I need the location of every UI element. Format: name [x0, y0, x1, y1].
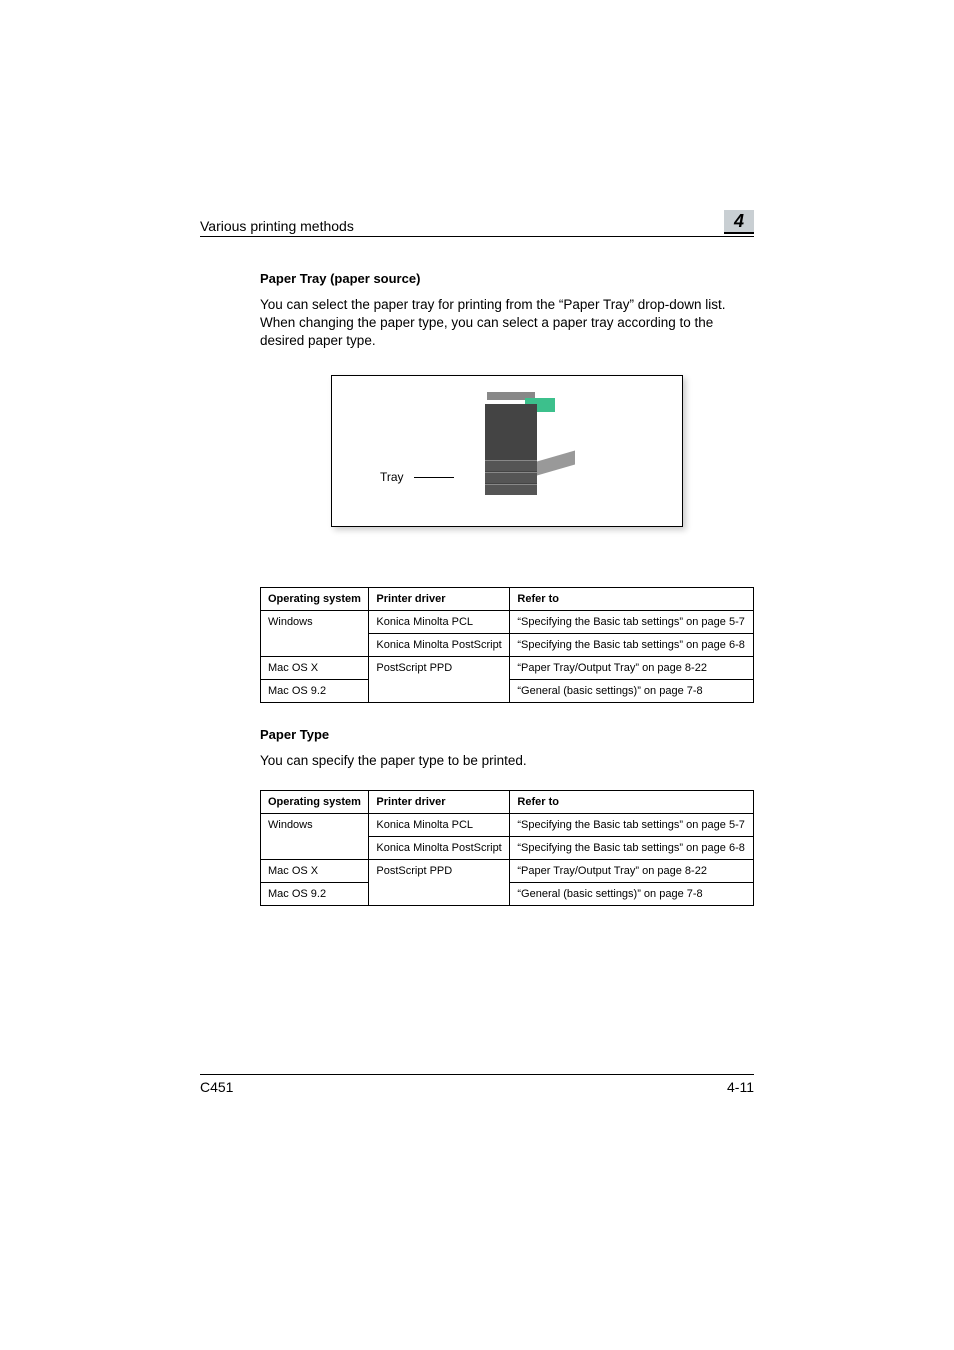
table-header-row: Operating system Printer driver Refer to [261, 790, 754, 813]
table-cell: Mac OS X [261, 656, 369, 679]
table-cell: “Paper Tray/Output Tray” on page 8-22 [510, 656, 754, 679]
table-cell: Mac OS 9.2 [261, 882, 369, 905]
table-cell: “Specifying the Basic tab settings” on p… [510, 633, 754, 656]
table-row: Mac OS 9.2 “General (basic settings)” on… [261, 882, 754, 905]
table-row: Windows Konica Minolta PCL “Specifying t… [261, 610, 754, 633]
table-header-driver: Printer driver [369, 587, 510, 610]
chapter-number: 4 [734, 211, 744, 232]
table-cell: “Specifying the Basic tab settings” on p… [510, 813, 754, 836]
table-cell: Mac OS 9.2 [261, 679, 369, 702]
footer-model: C451 [200, 1079, 233, 1095]
table-cell: Mac OS X [261, 859, 369, 882]
table-header-os: Operating system [261, 790, 369, 813]
table-row: Mac OS X PostScript PPD “Paper Tray/Outp… [261, 656, 754, 679]
table-cell: Konica Minolta PCL [369, 813, 510, 836]
figure-label: Tray [380, 470, 404, 484]
header-title: Various printing methods [200, 218, 354, 234]
table-cell: “Specifying the Basic tab settings” on p… [510, 610, 754, 633]
table-header-refer: Refer to [510, 790, 754, 813]
table-cell: Windows [261, 813, 369, 836]
table-cell: “Specifying the Basic tab settings” on p… [510, 836, 754, 859]
section-2-body: You can specify the paper type to be pri… [260, 752, 754, 770]
table-cell: Konica Minolta PostScript [369, 836, 510, 859]
footer-line: C451 4-11 [200, 1074, 754, 1095]
table-cell: “General (basic settings)” on page 7-8 [510, 882, 754, 905]
figure-wrapper: Tray [260, 375, 754, 527]
printer-bypass-tray-icon [537, 450, 575, 475]
printer-illustration [457, 386, 577, 516]
table-cell: “General (basic settings)” on page 7-8 [510, 679, 754, 702]
table-cell-empty [261, 836, 369, 859]
table-row: Mac OS X PostScript PPD “Paper Tray/Outp… [261, 859, 754, 882]
table-row: Konica Minolta PostScript “Specifying th… [261, 836, 754, 859]
printer-cassette-3-icon [485, 484, 537, 495]
table-header-refer: Refer to [510, 587, 754, 610]
content-area: Paper Tray (paper source) You can select… [260, 271, 754, 906]
table-paper-type: Operating system Printer driver Refer to… [260, 790, 754, 906]
page-header: Various printing methods 4 [200, 210, 754, 237]
figure-box: Tray [331, 375, 683, 527]
table-cell: Konica Minolta PCL [369, 610, 510, 633]
table-cell: PostScript PPD [369, 656, 510, 679]
table-row: Konica Minolta PostScript “Specifying th… [261, 633, 754, 656]
table-cell: Konica Minolta PostScript [369, 633, 510, 656]
table-cell-empty [261, 633, 369, 656]
table-cell-empty [369, 679, 510, 702]
chapter-number-badge: 4 [724, 210, 754, 234]
section-2-title: Paper Type [260, 727, 754, 742]
table-row: Mac OS 9.2 “General (basic settings)” on… [261, 679, 754, 702]
page-footer: C451 4-11 [200, 1074, 754, 1095]
table-cell: “Paper Tray/Output Tray” on page 8-22 [510, 859, 754, 882]
table-cell-empty [369, 882, 510, 905]
table-header-driver: Printer driver [369, 790, 510, 813]
table-cell: PostScript PPD [369, 859, 510, 882]
table-cell: Windows [261, 610, 369, 633]
section-1-body: You can select the paper tray for printi… [260, 296, 754, 351]
printer-cassette-2-icon [485, 472, 537, 483]
table-header-os: Operating system [261, 587, 369, 610]
table-row: Windows Konica Minolta PCL “Specifying t… [261, 813, 754, 836]
printer-cassette-1-icon [485, 460, 537, 471]
footer-page-number: 4-11 [727, 1079, 754, 1095]
section-1-title: Paper Tray (paper source) [260, 271, 754, 286]
table-header-row: Operating system Printer driver Refer to [261, 587, 754, 610]
figure-leader-line [414, 477, 454, 478]
page: Various printing methods 4 Paper Tray (p… [0, 0, 954, 1350]
table-paper-tray: Operating system Printer driver Refer to… [260, 587, 754, 703]
